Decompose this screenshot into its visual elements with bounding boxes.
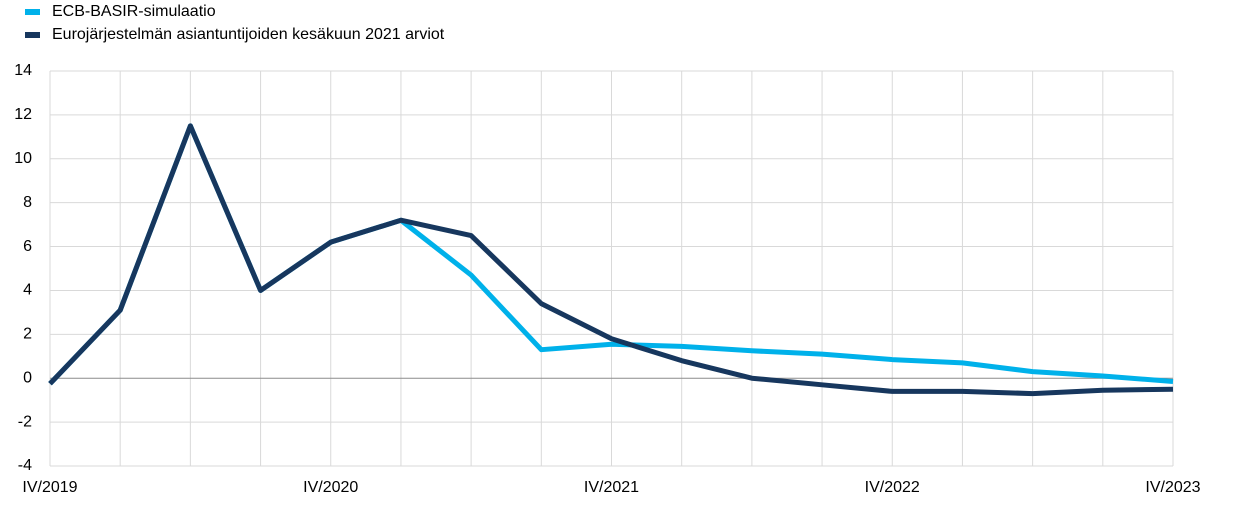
y-tick-label: 10	[14, 150, 32, 167]
x-tick-label: IV/2022	[865, 479, 920, 496]
y-tick-label: 14	[14, 62, 32, 79]
y-tick-label: 0	[23, 369, 32, 386]
legend-label: Eurojärjestelmän asiantuntijoiden kesäku…	[52, 26, 445, 43]
line-series	[48, 123, 1174, 397]
y-tick-label: 2	[23, 326, 32, 343]
legend-label: ECB-BASIR-simulaatio	[52, 3, 216, 20]
y-tick-label: 6	[23, 238, 32, 255]
y-tick-label: 4	[23, 282, 32, 299]
x-tick-label: IV/2020	[303, 479, 358, 496]
legend-marker	[25, 9, 40, 15]
x-tick-label: IV/2019	[22, 479, 77, 496]
y-tick-label: 12	[14, 106, 32, 123]
y-tick-label: -4	[18, 457, 32, 474]
y-tick-label: 8	[23, 194, 32, 211]
x-tick-label: IV/2021	[584, 479, 639, 496]
y-tick-label: -2	[18, 413, 32, 430]
x-tick-label: IV/2023	[1145, 479, 1200, 496]
legend-marker	[25, 32, 40, 38]
